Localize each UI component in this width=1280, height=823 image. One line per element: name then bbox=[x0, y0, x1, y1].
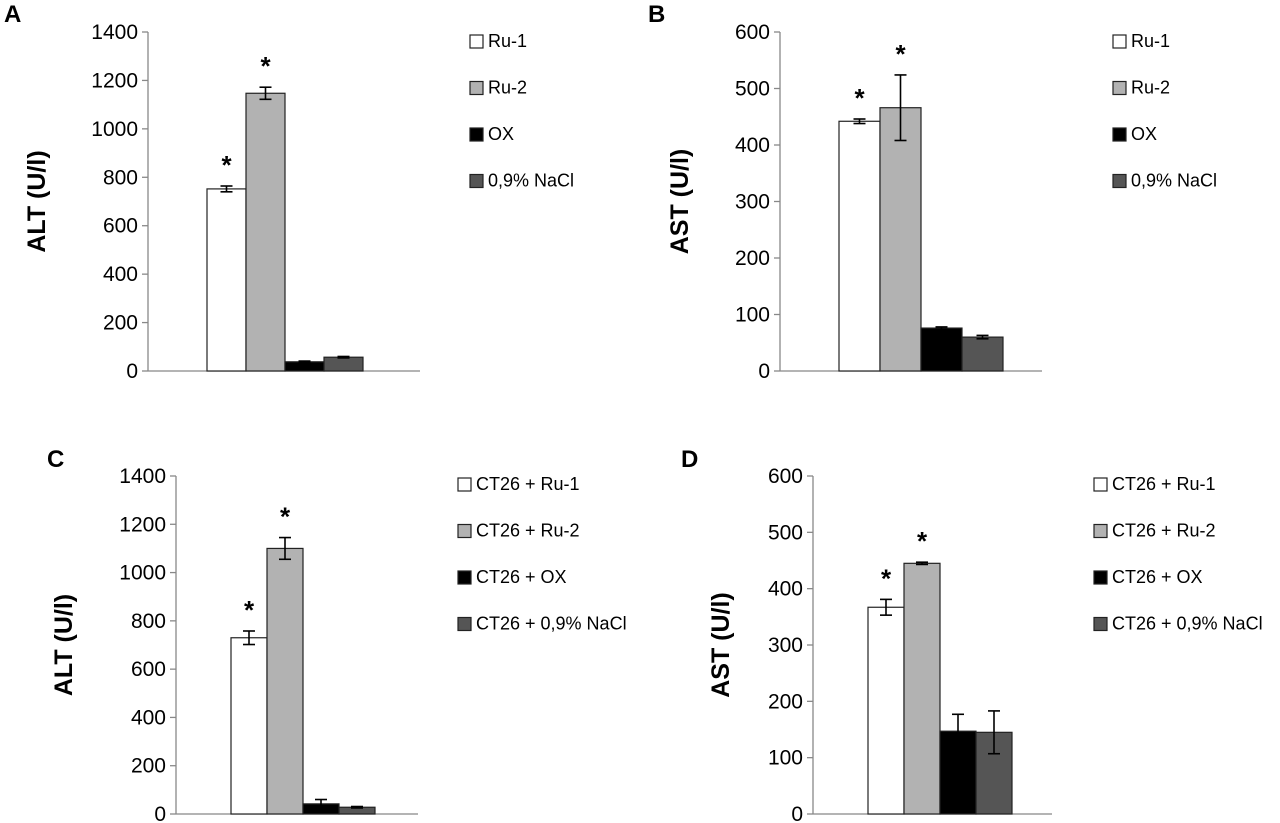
bar bbox=[961, 336, 1004, 372]
bar bbox=[266, 547, 304, 815]
legend-swatch bbox=[469, 34, 484, 49]
legend-swatch bbox=[1093, 616, 1108, 632]
legend-swatch bbox=[457, 523, 472, 539]
bar bbox=[838, 120, 881, 372]
legend-swatch bbox=[1112, 127, 1127, 142]
y-tick-label: 400 bbox=[131, 706, 166, 729]
y-tick-label: 600 bbox=[735, 21, 770, 44]
y-tick-label: 100 bbox=[735, 304, 770, 327]
panel-b: B 0 100 200 300 400 500 600 AST (U/l) * * Ru-1 Ru-2 O… bbox=[648, 1, 1217, 383]
y-tick-label: 200 bbox=[103, 312, 138, 335]
legend-label: CT26 + OX bbox=[476, 567, 567, 587]
bar bbox=[879, 107, 922, 372]
y-tick-label: 0 bbox=[791, 803, 803, 823]
legend-label: CT26 + Ru-1 bbox=[476, 474, 580, 494]
significance-star: * bbox=[917, 526, 928, 556]
significance-star: * bbox=[854, 83, 865, 113]
y-tick-label: 500 bbox=[735, 78, 770, 101]
y-axis-title: ALT (U/l) bbox=[50, 594, 78, 696]
y-tick-label: 600 bbox=[131, 658, 166, 681]
legend-label: CT26 + Ru-2 bbox=[1112, 521, 1216, 541]
y-tick-label: 800 bbox=[103, 166, 138, 189]
y-tick-label: 100 bbox=[768, 747, 803, 770]
panel-c: C 0 200 400 600 800 1000 1200 1400 ALT (U/l) * * CT2… bbox=[47, 446, 627, 823]
panel-letter: B bbox=[648, 1, 665, 28]
bar bbox=[903, 562, 941, 815]
legend-label: OX bbox=[1131, 124, 1157, 144]
legend-label: Ru-1 bbox=[1131, 31, 1170, 51]
significance-star: * bbox=[280, 502, 291, 532]
panel-letter: D bbox=[681, 446, 698, 473]
y-axis-title: ALT (U/l) bbox=[23, 150, 51, 252]
legend-label: Ru-1 bbox=[488, 31, 527, 51]
y-tick-label: 1000 bbox=[91, 118, 138, 141]
legend-label: CT26 + 0,9% NaCl bbox=[476, 614, 627, 634]
y-tick-label: 300 bbox=[735, 191, 770, 214]
y-tick-label: 1200 bbox=[119, 513, 166, 536]
y-tick-label: 0 bbox=[154, 803, 166, 823]
y-axis-title: AST (U/l) bbox=[666, 149, 694, 255]
legend-swatch bbox=[1093, 477, 1108, 492]
legend-label: OX bbox=[488, 124, 514, 144]
significance-star: * bbox=[881, 563, 892, 593]
significance-star: * bbox=[260, 51, 271, 81]
y-tick-label: 400 bbox=[768, 578, 803, 601]
panel-letter: A bbox=[4, 1, 21, 28]
y-tick-label: 200 bbox=[768, 690, 803, 713]
y-tick-label: 800 bbox=[131, 610, 166, 633]
y-tick-label: 1000 bbox=[119, 562, 166, 585]
y-tick-label: 600 bbox=[768, 465, 803, 488]
y-tick-label: 400 bbox=[735, 134, 770, 157]
panel-a: A 0 200 400 600 800 1000 1200 1400 ALT (U/l) * * Ru-… bbox=[4, 1, 574, 383]
legend-label: CT26 + 0,9% NaCl bbox=[1112, 614, 1263, 634]
y-tick-label: 0 bbox=[126, 360, 138, 383]
y-tick-label: 0 bbox=[758, 360, 770, 383]
legend-swatch bbox=[469, 173, 484, 189]
y-tick-label: 1200 bbox=[91, 69, 138, 92]
significance-star: * bbox=[244, 595, 255, 625]
significance-star: * bbox=[221, 150, 232, 180]
legend-swatch bbox=[1112, 80, 1127, 96]
panel-d: D 0 100 200 300 400 500 600 AST (U/l) * * CT26 + Ru… bbox=[681, 446, 1263, 823]
legend-label: 0,9% NaCl bbox=[488, 171, 574, 191]
legend-swatch bbox=[1093, 570, 1108, 585]
y-tick-label: 1400 bbox=[91, 21, 138, 44]
legend-label: CT26 + Ru-1 bbox=[1112, 474, 1216, 494]
significance-star: * bbox=[895, 39, 906, 69]
y-tick-label: 500 bbox=[768, 521, 803, 544]
y-tick-label: 600 bbox=[103, 215, 138, 238]
legend-swatch bbox=[469, 80, 484, 96]
legend-swatch bbox=[457, 570, 472, 585]
bar bbox=[206, 188, 247, 372]
y-axis-title: AST (U/l) bbox=[707, 592, 735, 698]
y-tick-label: 200 bbox=[131, 755, 166, 778]
bar bbox=[867, 606, 905, 815]
bar bbox=[323, 356, 364, 372]
legend-swatch bbox=[1112, 173, 1127, 189]
y-tick-label: 400 bbox=[103, 263, 138, 286]
y-tick-label: 1400 bbox=[119, 465, 166, 488]
legend-label: CT26 + OX bbox=[1112, 567, 1203, 587]
panel-letter: C bbox=[47, 446, 64, 473]
legend-swatch bbox=[469, 127, 484, 142]
legend-label: CT26 + Ru-2 bbox=[476, 521, 580, 541]
bar bbox=[920, 327, 963, 372]
y-tick-label: 200 bbox=[735, 247, 770, 270]
bar bbox=[230, 637, 268, 815]
y-tick-label: 300 bbox=[768, 634, 803, 657]
legend-swatch bbox=[1112, 34, 1127, 49]
bar bbox=[245, 92, 286, 372]
legend-swatch bbox=[1093, 523, 1108, 539]
legend-label: 0,9% NaCl bbox=[1131, 171, 1217, 191]
legend-swatch bbox=[457, 477, 472, 492]
legend-label: Ru-2 bbox=[488, 78, 527, 98]
legend-swatch bbox=[457, 616, 472, 632]
legend-label: Ru-2 bbox=[1131, 78, 1170, 98]
